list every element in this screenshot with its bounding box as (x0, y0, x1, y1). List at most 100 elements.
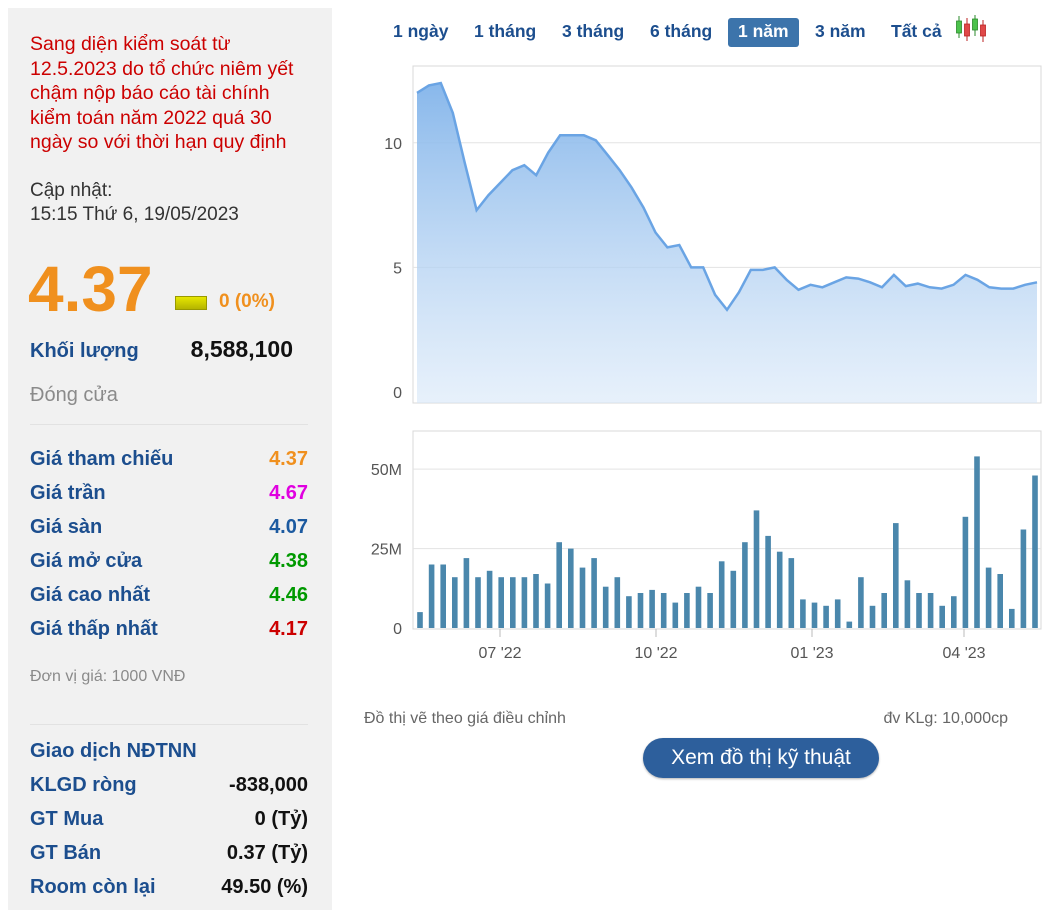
volume-bar (452, 577, 458, 628)
tab-1-day[interactable]: 1 ngày (393, 21, 449, 41)
volume-bar (916, 593, 922, 628)
updated-label: Cập nhật: (30, 180, 113, 201)
foreign-row-buy: GT Mua 0 (Tỷ) (30, 808, 308, 838)
volume-bar (660, 593, 667, 628)
row-value: 0 (Tỷ) (254, 808, 308, 830)
volume-bar (556, 542, 562, 628)
volume-grid (413, 468, 1041, 550)
volume-bar (834, 599, 841, 628)
volume-bar (776, 551, 783, 628)
tab-3-years[interactable]: 3 năm (815, 21, 866, 41)
candlestick-icon[interactable] (954, 14, 988, 44)
price-row-reference: Giá tham chiếu 4.37 (30, 448, 308, 478)
volume-bar (811, 602, 818, 628)
volume-bar (486, 570, 493, 628)
y-tick-label: 5 (393, 260, 402, 277)
row-value: 4.67 (269, 482, 308, 504)
price-row-ceiling: Giá trần 4.67 (30, 482, 308, 512)
price-row-floor: Giá sàn 4.07 (30, 516, 308, 546)
y-tick-label: 25M (371, 542, 402, 559)
foreign-row-sell: GT Bán 0.37 (Tỷ) (30, 842, 308, 872)
updated-time: 15:15 Thứ 6, 19/05/2023 (30, 204, 239, 225)
price-change: 0 (0%) (219, 291, 275, 312)
volume-bar (974, 456, 980, 628)
x-tick-label: 07 '22 (478, 645, 521, 662)
row-label: GT Mua (30, 808, 104, 830)
row-label: Giá sàn (30, 516, 103, 538)
row-label: Giá mở cửa (30, 550, 143, 572)
volume-bar (893, 523, 899, 628)
volume-bar (858, 577, 864, 628)
y-tick-label: 0 (393, 621, 402, 638)
stock-chart: 0 5 10 0 25M 50M 07 '22 10 '22 01 '23 04 '23 (371, 65, 1042, 662)
volume-bar (498, 577, 504, 628)
tab-1-year[interactable]: 1 năm (728, 18, 799, 47)
row-value: 4.46 (269, 584, 308, 606)
volume-bar (602, 586, 609, 628)
row-value: 4.07 (269, 516, 308, 538)
row-value: 0.37 (Tỷ) (226, 842, 308, 864)
volume-bar (753, 510, 760, 628)
row-label: Giá trần (30, 482, 106, 504)
row-label: Giá tham chiếu (30, 448, 174, 470)
technical-chart-button[interactable]: Xem đồ thị kỹ thuật (643, 738, 879, 778)
volume-bar (904, 580, 911, 628)
volume-bar (997, 574, 1003, 628)
volume-bar (684, 593, 690, 628)
tab-all[interactable]: Tất cả (891, 21, 942, 41)
volume-bar (695, 586, 702, 628)
row-label: GT Bán (30, 842, 102, 864)
current-price: 4.37 (28, 253, 153, 325)
row-label: Giá thấp nhất (30, 618, 158, 640)
volume-bar (1032, 475, 1038, 628)
tab-1-month[interactable]: 1 tháng (474, 21, 537, 41)
foreign-title-row: Giao dịch NĐTNN (30, 740, 308, 770)
price-area (417, 83, 1037, 403)
volume-bar (718, 561, 725, 628)
x-tick-label: 10 '22 (634, 645, 677, 662)
volume-label: Khối lượng (30, 340, 139, 362)
row-label: Room còn lại (30, 876, 156, 898)
stock-info-panel: Sang diện kiểm soát từ 12.5.2023 do tổ c… (8, 8, 332, 910)
volume-bar (881, 593, 887, 628)
foreign-title: Giao dịch NĐTNN (30, 740, 197, 762)
price-row-low: Giá thấp nhất 4.17 (30, 618, 308, 648)
foreign-row-net: KLGD ròng -838,000 (30, 774, 308, 804)
volume-bar (742, 542, 748, 628)
no-change-icon (175, 296, 207, 310)
row-value: 4.38 (269, 550, 308, 572)
volume-bar (510, 577, 516, 628)
price-row-open: Giá mở cửa 4.38 (30, 550, 308, 580)
volume-bar (440, 564, 446, 628)
market-status: Đóng cửa (30, 384, 118, 406)
volume-bar (637, 593, 644, 628)
row-label: Giá cao nhất (30, 584, 151, 606)
volume-bar (939, 605, 945, 628)
tab-6-months[interactable]: 6 tháng (650, 21, 713, 41)
divider (30, 424, 308, 425)
divider (30, 724, 308, 725)
y-tick-label: 10 (384, 136, 402, 153)
volume-bar (788, 558, 795, 628)
row-value: 4.37 (269, 448, 308, 470)
volume-bars (417, 456, 1038, 628)
volume-plot-frame (412, 430, 1042, 630)
volume-bar (672, 602, 679, 628)
volume-bar (730, 570, 737, 628)
foreign-row-room: Room còn lại 49.50 (%) (30, 876, 308, 906)
volume-bar (544, 583, 551, 628)
volume-bar (869, 605, 876, 628)
x-axis: 07 '22 10 '22 01 '23 04 '23 (478, 629, 986, 662)
price-line (416, 81, 1038, 312)
y-tick-label: 0 (393, 385, 402, 402)
tab-3-months[interactable]: 3 tháng (562, 21, 625, 41)
volume-bar (417, 612, 423, 628)
volume-bar (962, 516, 969, 628)
volume-bar (800, 599, 806, 628)
volume-bar (591, 558, 597, 628)
volume-bar (533, 574, 539, 628)
price-unit-note: Đơn vị giá: 1000 VNĐ (30, 668, 186, 685)
volume-bar (823, 605, 829, 628)
volume-bar (707, 593, 713, 628)
volume-bar (614, 577, 621, 628)
